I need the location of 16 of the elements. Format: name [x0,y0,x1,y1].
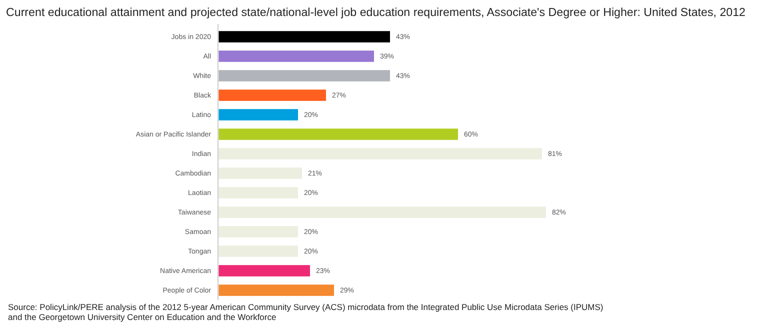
bar [218,187,298,198]
bar [218,31,390,42]
bar [218,148,542,160]
bar [218,70,390,82]
bar [218,168,302,179]
bar [218,246,298,257]
bar [218,90,326,101]
bar [218,109,298,120]
bar [218,265,310,276]
bar [218,226,298,238]
bar [218,284,334,296]
chart-title: Current educational attainment and projected state/national-level job education requirements, Associate's Degree or Higher: United States, 2012 [6,6,746,19]
bar [218,206,546,218]
bar [218,50,374,62]
source-note: Source: PolicyLink/PERE analysis of the 2012 5-year American Community Survey (ACS) microdata from the Integrated Public Use Microdata Series (IPUMS) and the Georgetown University Center on Education and the Workforce [8,302,604,322]
bar [218,128,458,140]
